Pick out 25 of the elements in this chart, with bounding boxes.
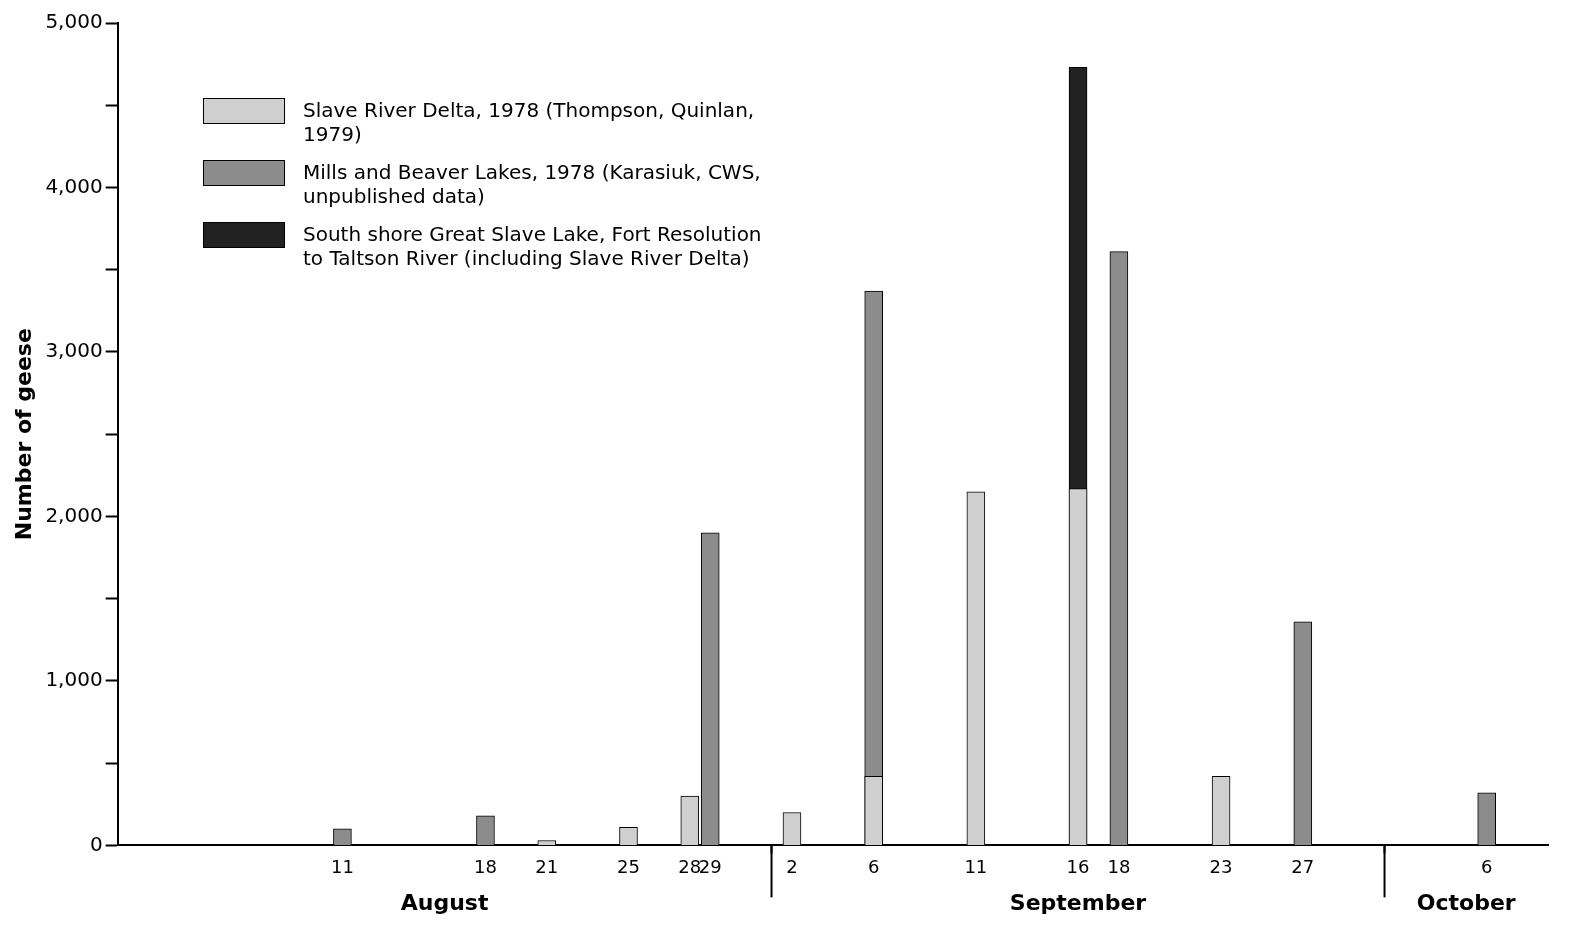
y-tick-label: 3,000 [45, 338, 103, 363]
legend-label: Slave River Delta, 1978 (Thompson, Quinlan, 1979) [303, 98, 756, 146]
x-tick-label: 11 [330, 855, 354, 877]
y-tick-label: 2,000 [45, 502, 103, 527]
y-axis-title: Number of geese [10, 328, 36, 541]
legend-label: South shore Great Slave Lake, Fort Resolution to Taltson River (including Slave River Delta) [303, 222, 763, 270]
text: September [1009, 890, 1147, 916]
x-tick-label: 18 [1107, 855, 1131, 877]
x-tick-label: 27 [1291, 855, 1315, 877]
y-tick-label: 0 [89, 831, 103, 856]
text: August [400, 890, 489, 916]
x-tick-label: 16 [1066, 855, 1090, 877]
text: October [1416, 890, 1516, 916]
legend-label: Mills and Beaver Lakes, 1978 (Karasiuk, CWS, unpublished data) [303, 160, 762, 208]
y-tick-label: 1,000 [45, 667, 103, 692]
y-tick-label: 5,000 [45, 9, 103, 34]
x-tick-label: 11 [964, 855, 988, 877]
y-tick-label: 4,000 [45, 173, 103, 198]
x-tick-label: 23 [1209, 855, 1233, 877]
x-tick-label: 21 [535, 855, 559, 877]
x-tick-label: 6 [1480, 855, 1493, 877]
x-tick-label: 2 [786, 855, 798, 877]
x-tick-label: 25 [617, 855, 640, 877]
x-tick-label: 6 [867, 855, 880, 877]
x-tick-label: 18 [474, 855, 497, 877]
